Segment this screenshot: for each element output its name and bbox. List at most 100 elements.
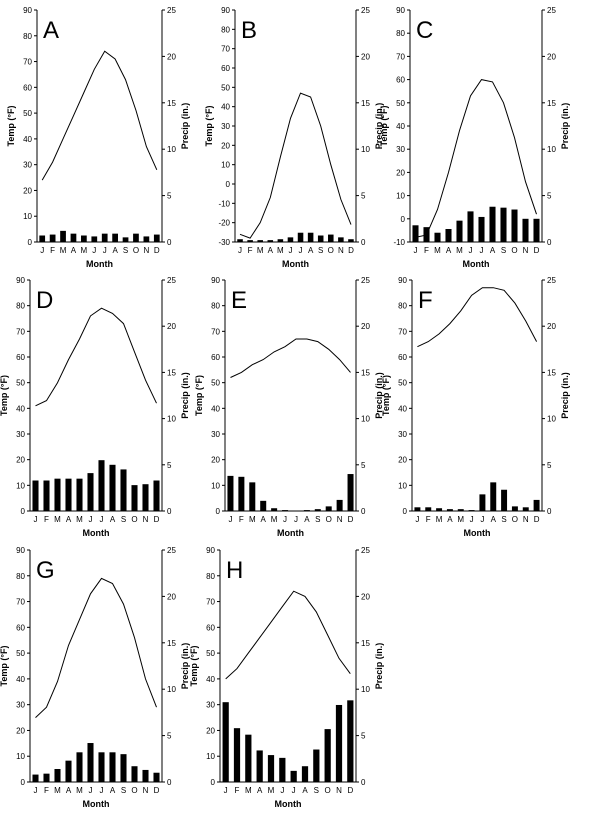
y-tick-label: 60: [16, 623, 25, 632]
y-tick-label: 80: [221, 25, 230, 34]
y2-tick-label: 25: [547, 276, 556, 285]
precip-bar: [297, 232, 304, 242]
precip-bar: [338, 237, 344, 242]
x-tick-label: A: [110, 786, 116, 795]
x-tick-label: A: [446, 246, 452, 255]
y-tick-label: 10: [396, 192, 405, 201]
x-tick-label: F: [424, 246, 429, 255]
x-axis-title: Month: [86, 259, 113, 269]
y-tick-label: 70: [206, 598, 215, 607]
y-tick-label: 90: [206, 546, 215, 555]
y2-tick-label: 25: [547, 6, 556, 15]
y-tick-label: 30: [16, 701, 25, 710]
x-tick-label: O: [328, 246, 334, 255]
y-tick-label: 30: [396, 145, 405, 154]
y-tick-label: 0: [21, 778, 26, 787]
y-tick-label: 30: [211, 430, 220, 439]
x-tick-label: D: [534, 246, 540, 255]
y-tick-label: -20: [218, 219, 230, 228]
x-tick-label: A: [308, 246, 314, 255]
y-tick-label: 20: [211, 456, 220, 465]
precip-bar: [120, 754, 127, 782]
y2-tick-label: 20: [167, 592, 176, 601]
y2-tick-label: 15: [167, 368, 176, 377]
y-tick-label: 70: [398, 327, 407, 336]
precip-bar: [479, 494, 486, 511]
y-tick-label: 30: [206, 701, 215, 710]
x-tick-label: A: [257, 786, 263, 795]
y-tick-label: 50: [398, 379, 407, 388]
y-tick-label: 0: [211, 778, 216, 787]
y-tick-label: 0: [216, 507, 221, 516]
precip-bar: [76, 478, 83, 511]
precip-bar: [70, 233, 77, 242]
x-tick-label: J: [34, 515, 38, 524]
y-tick-label: 70: [396, 52, 405, 61]
y2-axis-title: Precip (in.): [180, 372, 190, 419]
x-tick-label: N: [338, 246, 344, 255]
precip-bar: [325, 506, 332, 511]
y2-tick-label: 20: [361, 52, 370, 61]
precip-bar: [335, 704, 343, 782]
x-axis-title: Month: [463, 259, 490, 269]
x-tick-label: F: [235, 786, 240, 795]
y2-axis-title: Precip (in.): [560, 372, 570, 419]
precip-bar: [142, 769, 149, 782]
precip-bar: [91, 236, 98, 242]
y2-tick-label: 20: [547, 52, 556, 61]
y2-tick-label: 25: [361, 6, 370, 15]
y2-tick-label: 20: [167, 322, 176, 331]
y2-tick-label: 0: [547, 238, 552, 247]
y2-tick-label: 10: [361, 415, 370, 424]
x-tick-label: D: [534, 515, 540, 524]
y-tick-label: 10: [398, 481, 407, 490]
x-tick-label: J: [480, 515, 484, 524]
y-tick-label: 80: [396, 29, 405, 38]
y-tick-label: 90: [16, 276, 25, 285]
x-tick-label: M: [457, 515, 464, 524]
y2-tick-label: 0: [361, 238, 366, 247]
y-tick-label: -10: [393, 238, 405, 247]
x-tick-label: S: [501, 246, 506, 255]
y-axis-title: Temp (°F): [189, 646, 199, 687]
precip-bar: [533, 499, 540, 511]
y-tick-label: 10: [16, 481, 25, 490]
precip-bar: [267, 240, 274, 242]
precip-bar: [76, 752, 83, 782]
y2-tick-label: 5: [361, 192, 366, 201]
y-tick-label: 10: [221, 161, 230, 170]
x-tick-label: F: [44, 515, 49, 524]
precip-bar: [445, 229, 452, 242]
x-tick-label: O: [131, 786, 137, 795]
x-tick-label: J: [89, 786, 93, 795]
y2-tick-label: 5: [547, 192, 552, 201]
precip-bar: [467, 211, 474, 242]
y2-axis-title: Precip (in.): [374, 643, 384, 690]
x-tick-label: O: [131, 515, 137, 524]
x-tick-label: A: [71, 246, 77, 255]
y2-tick-label: 15: [361, 368, 370, 377]
x-tick-label: S: [318, 246, 323, 255]
panel-label: A: [43, 17, 59, 44]
y2-tick-label: 10: [361, 145, 370, 154]
y-tick-label: 60: [16, 353, 25, 362]
precip-bar: [324, 729, 331, 782]
temp-line: [225, 590, 351, 680]
y-axis-title: Temp (°F): [379, 106, 389, 147]
y2-tick-label: 5: [547, 461, 552, 470]
y-tick-label: 10: [16, 752, 25, 761]
panel-label: E: [231, 287, 247, 314]
x-tick-label: D: [154, 515, 160, 524]
precip-bar: [347, 700, 354, 782]
x-tick-label: M: [268, 786, 275, 795]
precip-bar: [328, 234, 334, 242]
precip-bar: [313, 749, 320, 782]
x-axis-title: Month: [83, 528, 110, 538]
y-tick-label: 0: [28, 238, 33, 247]
x-tick-label: D: [347, 786, 353, 795]
precip-bar: [457, 509, 464, 511]
y2-tick-label: 20: [547, 322, 556, 331]
